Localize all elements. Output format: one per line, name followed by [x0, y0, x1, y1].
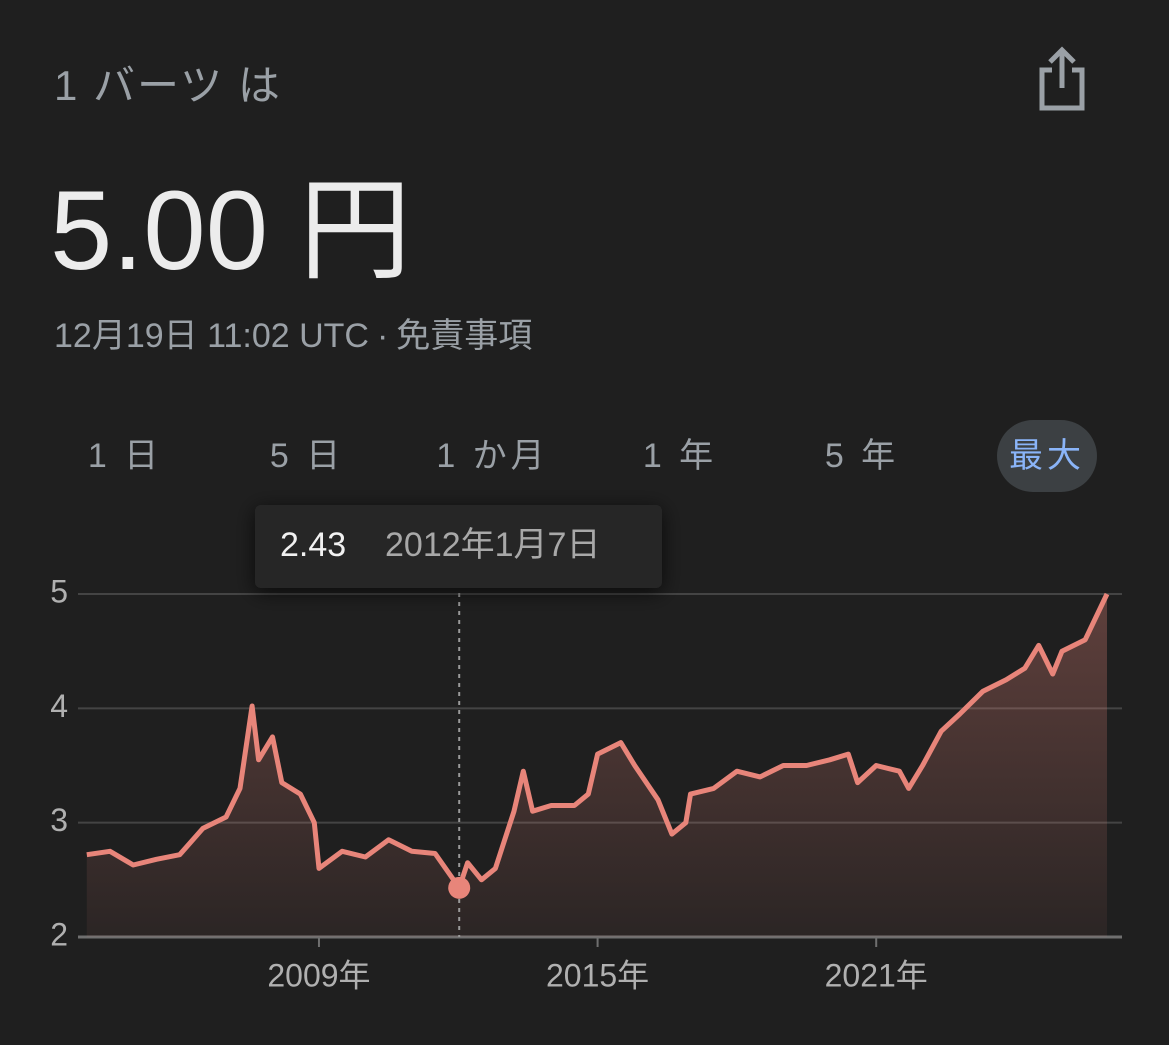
- y-tick-label: 2: [50, 916, 68, 952]
- price-line: [86, 592, 1110, 891]
- range-tab[interactable]: 1 年: [642, 437, 718, 475]
- timestamp: 12月19日 11:02 UTC: [54, 317, 369, 355]
- x-tick-label: 2009年: [267, 957, 370, 993]
- highlight-point: [448, 876, 471, 899]
- range-tab[interactable]: 最大: [997, 420, 1097, 492]
- x-tick-label: 2021年: [825, 957, 928, 993]
- currency-label: 1 バーツ は: [54, 62, 282, 109]
- range-tab[interactable]: 1 日: [87, 437, 163, 475]
- y-tick-label: 5: [50, 573, 68, 609]
- tooltip: 2.43 2012年1月7日: [255, 505, 662, 588]
- share-icon-box: [1039, 67, 1085, 111]
- share-icon-arrow: [1048, 46, 1076, 88]
- disclaimer-link[interactable]: 免責事項: [396, 317, 533, 355]
- y-tick-label: 3: [50, 802, 68, 838]
- y-tick-label: 4: [50, 688, 68, 724]
- price: 5.00 円: [50, 168, 412, 293]
- range-tabs: 1 日 5 日 1 か月 1 年 5 年 最大: [0, 420, 1169, 492]
- tooltip-date: 2012年1月7日: [385, 526, 600, 564]
- timestamp-line: 12月19日 11:02 UTC · 免責事項: [54, 308, 540, 357]
- range-tab[interactable]: 5 日: [269, 437, 345, 475]
- range-tab[interactable]: 1 か月: [436, 437, 549, 475]
- range-tab[interactable]: 5 年: [824, 437, 900, 475]
- tooltip-value: 2.43: [280, 526, 346, 564]
- tooltip-box: [255, 505, 662, 588]
- chart: 2 3 4 5 2009年 2015年 2021年 2.43 2012年1月7日: [50, 505, 1122, 993]
- share-button[interactable]: [1034, 44, 1090, 114]
- x-tick-label: 2015年: [546, 957, 649, 993]
- separator: ·: [376, 317, 389, 355]
